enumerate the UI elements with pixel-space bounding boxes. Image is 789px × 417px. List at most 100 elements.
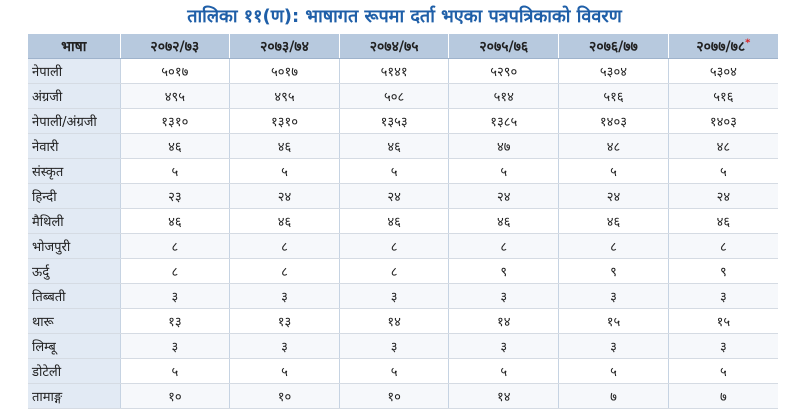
table-row: नेपाली ५०१७ ५०१७ ५१४१ ५२९० ५३०४ ५३०४ <box>28 58 778 84</box>
count-cell: ५ <box>339 158 450 184</box>
count-cell: २४ <box>558 183 669 209</box>
language-cell: मैथिली <box>28 208 121 234</box>
count-cell: १५ <box>668 308 778 334</box>
count-cell: ३ <box>229 333 340 359</box>
count-cell: ५ <box>558 158 669 184</box>
count-cell: ९ <box>558 258 669 284</box>
count-cell: २४ <box>339 183 450 209</box>
count-cell: ३ <box>668 333 778 359</box>
count-cell: ५१६ <box>558 83 669 109</box>
count-cell: ४६ <box>339 133 450 159</box>
count-cell: ५ <box>339 358 450 384</box>
count-cell: ५०१७ <box>229 58 340 84</box>
table-row: डोटेली ५ ५ ५ ५ ५ ५ <box>28 358 778 384</box>
count-cell: ३ <box>448 333 560 359</box>
count-cell: ४९५ <box>229 83 340 109</box>
count-cell: २४ <box>448 183 560 209</box>
language-cell: ऊर्दु <box>28 258 121 284</box>
count-cell: ३ <box>339 283 450 309</box>
count-cell: ५ <box>229 358 340 384</box>
count-cell: १४ <box>448 383 560 409</box>
count-cell: ५ <box>120 158 231 184</box>
newspaper-language-table: भाषा २०७२/७३ २०७३/७४ २०७४/७५ २०७५/७६ २०७… <box>28 34 778 409</box>
count-cell: ८ <box>120 233 231 259</box>
count-cell: १३१० <box>120 108 231 134</box>
count-cell: २४ <box>668 183 778 209</box>
count-cell: ८ <box>339 258 450 284</box>
count-cell: ३ <box>448 283 560 309</box>
header-year-latest: २०७७/७८* <box>668 34 778 59</box>
language-cell: संस्कृत <box>28 158 121 184</box>
table-row: थारू १३ १३ १४ १४ १५ १५ <box>28 308 778 334</box>
count-cell: ५१६ <box>668 83 778 109</box>
language-cell: तिब्बती <box>28 283 121 309</box>
header-language: भाषा <box>28 34 121 59</box>
header-year-label: २०७७/७८ <box>696 38 746 55</box>
footnote-marker: * <box>745 36 751 48</box>
table-row: ऊर्दु ८ ८ ८ ९ ९ ९ <box>28 258 778 284</box>
count-cell: ५ <box>448 358 560 384</box>
table-row: हिन्दी २३ २४ २४ २४ २४ २४ <box>28 183 778 209</box>
header-row: भाषा २०७२/७३ २०७३/७४ २०७४/७५ २०७५/७६ २०७… <box>28 34 778 59</box>
count-cell: ४६ <box>120 208 231 234</box>
count-cell: ८ <box>229 233 340 259</box>
count-cell: ४८ <box>668 133 778 159</box>
table-title: तालिका ११(ण): भाषागत रूपमा दर्ता भएका पत… <box>187 6 622 27</box>
language-cell: नेपाली/अंग्रजी <box>28 108 121 134</box>
table-row: अंग्रजी ४९५ ४९५ ५०८ ५१४ ५१६ ५१६ <box>28 83 778 109</box>
count-cell: ४६ <box>339 208 450 234</box>
table-row: मैथिली ४६ ४६ ४६ ४६ ४६ ४६ <box>28 208 778 234</box>
count-cell: ५२९० <box>448 58 560 84</box>
count-cell: ४६ <box>229 133 340 159</box>
count-cell: १० <box>229 383 340 409</box>
count-cell: ७ <box>558 383 669 409</box>
count-cell: २४ <box>229 183 340 209</box>
count-cell: ५ <box>558 358 669 384</box>
language-cell: नेपाली <box>28 58 121 84</box>
count-cell: ५३०४ <box>558 58 669 84</box>
language-cell: नेवारी <box>28 133 121 159</box>
count-cell: २३ <box>120 183 231 209</box>
table-row: तिब्बती ३ ३ ३ ३ ३ ३ <box>28 283 778 309</box>
count-cell: १४ <box>339 308 450 334</box>
count-cell: १३५३ <box>339 108 450 134</box>
count-cell: ४९५ <box>120 83 231 109</box>
count-cell: ५ <box>229 158 340 184</box>
count-cell: ३ <box>120 283 231 309</box>
table-row: संस्कृत ५ ५ ५ ५ ५ ५ <box>28 158 778 184</box>
count-cell: ८ <box>558 233 669 259</box>
header-year: २०७६/७७ <box>558 34 669 59</box>
count-cell: ९ <box>448 258 560 284</box>
count-cell: ८ <box>448 233 560 259</box>
count-cell: ९ <box>668 258 778 284</box>
language-cell: थारू <box>28 308 121 334</box>
count-cell: ३ <box>668 283 778 309</box>
count-cell: ८ <box>120 258 231 284</box>
count-cell: ८ <box>339 233 450 259</box>
count-cell: ४६ <box>120 133 231 159</box>
language-cell: अंग्रजी <box>28 83 121 109</box>
count-cell: ५०१७ <box>120 58 231 84</box>
count-cell: १५ <box>558 308 669 334</box>
count-cell: ३ <box>120 333 231 359</box>
count-cell: ४६ <box>558 208 669 234</box>
count-cell: १३ <box>229 308 340 334</box>
count-cell: ४६ <box>668 208 778 234</box>
count-cell: १० <box>339 383 450 409</box>
count-cell: ५ <box>448 158 560 184</box>
count-cell: ४७ <box>448 133 560 159</box>
count-cell: ४८ <box>558 133 669 159</box>
header-year: २०७४/७५ <box>339 34 450 59</box>
header-year: २०७२/७३ <box>120 34 231 59</box>
count-cell: ७ <box>668 383 778 409</box>
table-row: नेपाली/अंग्रजी १३१० १३१० १३५३ १३८५ १४०३ १४०३ <box>28 108 778 134</box>
table-row: तामाङ्ग १० १० १० १४ ७ ७ <box>28 383 778 409</box>
count-cell: ५०८ <box>339 83 450 109</box>
count-cell: १३८५ <box>448 108 560 134</box>
table-row: नेवारी ४६ ४६ ४६ ४७ ४८ ४८ <box>28 133 778 159</box>
count-cell: ४६ <box>229 208 340 234</box>
count-cell: १० <box>120 383 231 409</box>
language-cell: तामाङ्ग <box>28 383 121 409</box>
count-cell: ३ <box>229 283 340 309</box>
count-cell: ८ <box>229 258 340 284</box>
